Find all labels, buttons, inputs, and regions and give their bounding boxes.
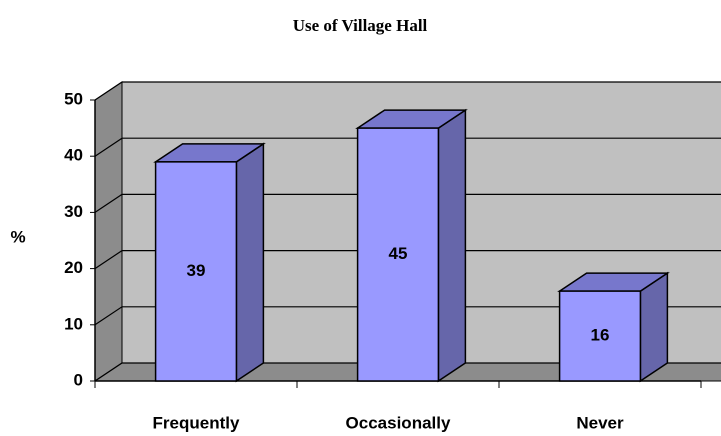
x-tick-label: Never [576, 413, 624, 432]
y-axis-label: % [10, 227, 25, 246]
grid-line [94, 193, 721, 213]
bar [355, 108, 468, 383]
value-label: 39 [187, 261, 206, 280]
bar-front [154, 161, 238, 382]
y-tick-label: 50 [64, 89, 83, 108]
x-tick-label: Occasionally [346, 413, 451, 432]
bar [557, 271, 670, 383]
grid-line [94, 137, 721, 157]
value-label: 45 [389, 244, 408, 263]
side-wall [94, 81, 123, 382]
y-tick-label: 20 [64, 258, 83, 277]
y-tick-label: 40 [64, 146, 83, 165]
grid-line [94, 250, 721, 270]
bar [153, 142, 266, 383]
chart-title: Use of Village Hall [293, 16, 428, 35]
grid-line [94, 362, 721, 382]
grid-line [94, 306, 721, 326]
x-tick-label: Frequently [153, 413, 240, 432]
y-tick-label: 10 [64, 314, 83, 333]
bar-side [437, 108, 467, 383]
value-label: 16 [591, 326, 610, 345]
bar-front [356, 127, 440, 382]
y-tick-label: 0 [74, 370, 83, 389]
bar-front [558, 290, 642, 382]
y-tick-label: 30 [64, 202, 83, 221]
grid-line [94, 81, 721, 101]
bar-side [235, 142, 265, 383]
